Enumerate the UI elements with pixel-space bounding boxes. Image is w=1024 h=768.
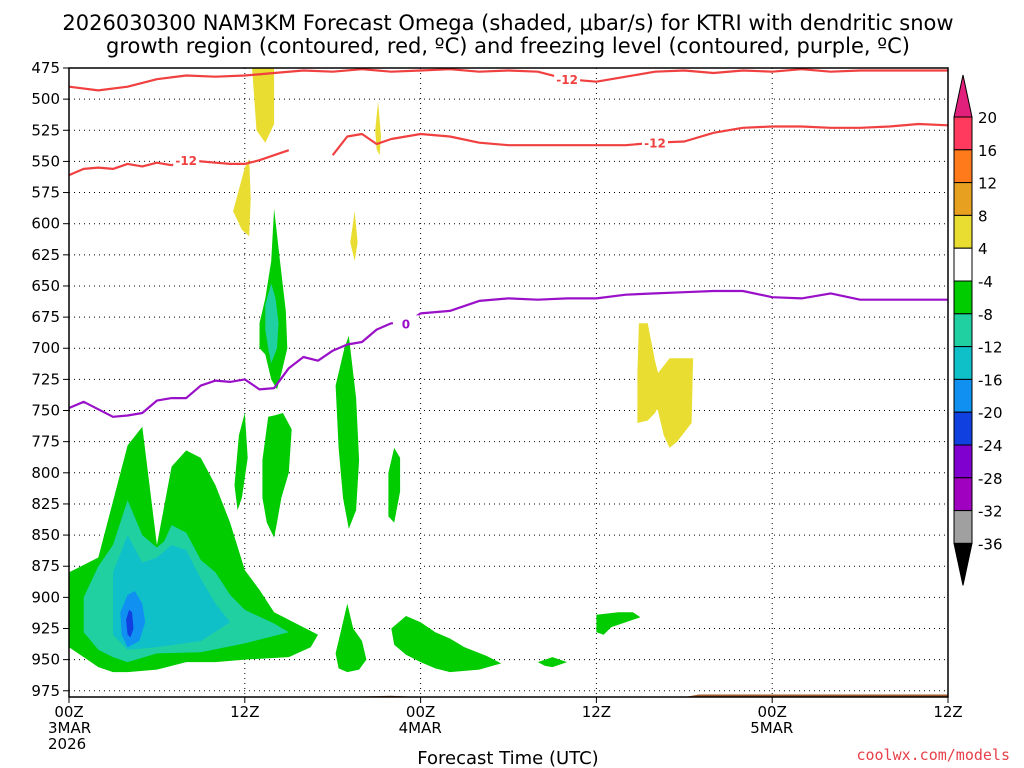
omega-region xyxy=(596,612,641,635)
plot-frame xyxy=(68,67,949,698)
omega-region xyxy=(388,447,401,523)
omega-region xyxy=(335,603,367,673)
colorbar-label: -20 xyxy=(978,404,1003,422)
x-tick-label: 3MAR xyxy=(48,719,91,737)
y-tick-label: 775 xyxy=(31,433,60,451)
y-tick-label: 600 xyxy=(31,215,60,233)
colorbar-label: -4 xyxy=(978,273,993,291)
colorbar-label: -12 xyxy=(978,339,1003,357)
colorbar-label: 20 xyxy=(978,109,997,127)
colorbar-swatch xyxy=(953,182,973,216)
colorbar-bottom-arrow xyxy=(953,542,973,586)
y-tick-label: 875 xyxy=(31,557,60,575)
credit-text: coolwx.com/models xyxy=(856,746,1010,764)
y-tick-label: 475 xyxy=(31,59,60,77)
y-tick-label: 850 xyxy=(31,526,60,544)
contour-line xyxy=(331,122,949,156)
y-tick-label: 725 xyxy=(31,370,60,388)
y-tick-label: 525 xyxy=(31,121,60,139)
omega-region xyxy=(375,101,381,156)
colorbar-label: 12 xyxy=(978,175,997,193)
omega-region xyxy=(233,158,251,237)
x-tick-label: 12Z xyxy=(933,703,962,721)
y-tick-label: 975 xyxy=(31,682,60,700)
colorbar-swatch xyxy=(953,346,973,380)
contour-label: -12 xyxy=(175,154,197,168)
x-tick-label: 00Z xyxy=(406,703,435,721)
omega-region xyxy=(126,609,134,638)
y-tick-label: 900 xyxy=(31,588,60,606)
omega-region xyxy=(643,358,694,448)
omega-region xyxy=(265,283,279,364)
colorbar: 20 16 12 8 4 -4 -8 -12 -16 -20 -24 -28 -32 -36 xyxy=(953,74,1003,586)
x-tick-label: 2026 xyxy=(48,735,86,753)
y-tick-label: 575 xyxy=(31,184,60,202)
omega-region xyxy=(537,657,568,668)
x-tick-label: 4MAR xyxy=(399,719,442,737)
x-tick-label: 5MAR xyxy=(750,719,793,737)
y-tick-label: 675 xyxy=(31,308,60,326)
omega-region xyxy=(391,616,502,673)
omega-region xyxy=(335,335,360,529)
contour-label-bg xyxy=(392,315,419,331)
contour-label: 0 xyxy=(402,317,410,331)
x-tick-label: 12Z xyxy=(582,703,611,721)
omega-region xyxy=(262,413,292,538)
colorbar-label: -16 xyxy=(978,371,1003,389)
y-tick-label: 825 xyxy=(31,495,60,513)
x-tick-label: 00Z xyxy=(758,703,787,721)
colorbar-swatch xyxy=(953,313,973,348)
contour-label: -12 xyxy=(556,73,578,87)
colorbar-top-arrow xyxy=(953,74,973,118)
y-tick-label: 800 xyxy=(31,464,60,482)
contour-label-bg xyxy=(642,134,668,150)
contour-label-bg xyxy=(173,152,200,168)
colorbar-swatch xyxy=(953,477,973,512)
chart-title-line2: growth region (contoured, red, ºC) and f… xyxy=(106,34,910,58)
omega-region xyxy=(120,591,146,648)
y-tick-label: 925 xyxy=(31,619,60,637)
colorbar-swatch xyxy=(953,116,973,151)
y-tick-label: 950 xyxy=(31,651,60,669)
y-tick-label: 700 xyxy=(31,339,60,357)
y-axis: 475 500 525 550 575 600 625 650 675 700 725 750 775 8… xyxy=(31,59,69,700)
contour-label: -12 xyxy=(644,137,666,151)
y-tick-label: 625 xyxy=(31,246,60,264)
chart-title-line1: 2026030300 NAM3KM Forecast Omega (shaded… xyxy=(62,11,953,35)
y-tick-label: 750 xyxy=(31,402,60,420)
colorbar-label: -36 xyxy=(978,535,1003,553)
colorbar-label: 16 xyxy=(978,142,997,160)
contour-line xyxy=(68,289,948,418)
colorbar-label: -32 xyxy=(978,503,1003,521)
colorbar-label: -28 xyxy=(978,470,1003,488)
x-tick-label: 00Z xyxy=(54,703,83,721)
omega-shading xyxy=(69,68,694,673)
y-tick-label: 550 xyxy=(31,152,60,170)
omega-region xyxy=(252,68,275,143)
plot-border xyxy=(68,67,949,698)
colorbar-label: -24 xyxy=(978,437,1003,455)
contour-label-bg xyxy=(554,71,581,87)
x-tick-label: 12Z xyxy=(230,703,259,721)
colorbar-label: -8 xyxy=(978,306,993,324)
y-tick-label: 500 xyxy=(31,90,60,108)
colorbar-swatch xyxy=(953,411,973,446)
colorbar-swatch xyxy=(953,378,973,413)
y-tick-label: 650 xyxy=(31,277,60,295)
contour-lines: -12 -12 -12 0 xyxy=(68,68,949,418)
colorbar-swatch xyxy=(953,444,973,479)
colorbar-swatch xyxy=(953,247,973,282)
colorbar-swatch xyxy=(953,149,973,184)
contour-line xyxy=(68,68,948,92)
colorbar-label: 8 xyxy=(978,207,988,225)
x-axis-title: Forecast Time (UTC) xyxy=(417,748,598,768)
colorbar-swatch xyxy=(953,510,973,544)
colorbar-label: 4 xyxy=(978,240,988,258)
omega-region xyxy=(350,211,358,262)
colorbar-swatch xyxy=(953,280,973,315)
colorbar-swatch xyxy=(953,214,973,249)
omega-region xyxy=(234,413,248,511)
